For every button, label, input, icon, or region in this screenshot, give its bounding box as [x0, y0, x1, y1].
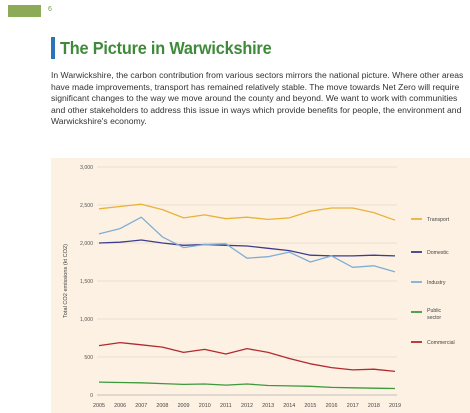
- y-tick-label-3000: 3,000: [80, 165, 93, 171]
- title-accent-bar: [51, 37, 55, 59]
- intro-paragraph: In Warwickshire, the carbon contribution…: [51, 70, 464, 127]
- x-tick-label-2012: 2012: [241, 403, 253, 409]
- page-title: The Picture in Warwickshire: [60, 38, 272, 58]
- x-tick-label-2016: 2016: [326, 403, 338, 409]
- y-tick-label-500: 500: [84, 355, 93, 361]
- header-bar: [8, 5, 41, 17]
- x-tick-label-2010: 2010: [199, 403, 211, 409]
- series-line-commercial: [98, 341, 396, 373]
- y-tick-label-2500: 2,500: [80, 203, 93, 209]
- y-tick-label-2000: 2,000: [80, 241, 93, 247]
- series-line-public-sector: [98, 381, 396, 390]
- emissions-chart-panel: 0 500 1,000 1,500 2,000 2,500 3,000 Total CO2 e…: [51, 158, 470, 413]
- x-tick-label-2014: 2014: [283, 403, 295, 409]
- x-tick-label-2005: 2005: [93, 403, 105, 409]
- legend-label-commercial: Commercial: [427, 340, 455, 346]
- legend-label-domestic: Domestic: [427, 250, 449, 256]
- x-tick-label-2015: 2015: [304, 403, 316, 409]
- x-tick-label-2009: 2009: [178, 403, 190, 409]
- y-axis-title: Total CO2 emissions (kt CO2): [63, 244, 69, 318]
- y-tick-label-1000: 1,000: [80, 317, 93, 323]
- legend-label-industry: Industry: [427, 280, 446, 286]
- x-tick-label-2019: 2019: [389, 403, 401, 409]
- legend-label-public-sector: Public: [427, 308, 442, 314]
- x-tick-label-2008: 2008: [156, 403, 168, 409]
- series-line-domestic: [98, 239, 396, 257]
- y-tick-label-0: 0: [90, 393, 93, 399]
- emissions-line-chart: 0 500 1,000 1,500 2,000 2,500 3,000 Total CO2 e…: [63, 165, 455, 409]
- x-tick-label-2018: 2018: [368, 403, 380, 409]
- page-number: 6: [48, 6, 52, 13]
- series-line-industry: [98, 216, 396, 273]
- x-tick-label-2013: 2013: [262, 403, 274, 409]
- x-tick-label-2007: 2007: [135, 403, 147, 409]
- y-tick-label-1500: 1,500: [80, 279, 93, 285]
- x-tick-label-2006: 2006: [114, 403, 126, 409]
- legend-label-public-sector-line2: sector: [427, 315, 441, 321]
- series-line-transport: [98, 203, 396, 221]
- x-tick-label-2017: 2017: [347, 403, 359, 409]
- x-tick-label-2011: 2011: [220, 403, 232, 409]
- legend-label-transport: Transport: [427, 217, 450, 223]
